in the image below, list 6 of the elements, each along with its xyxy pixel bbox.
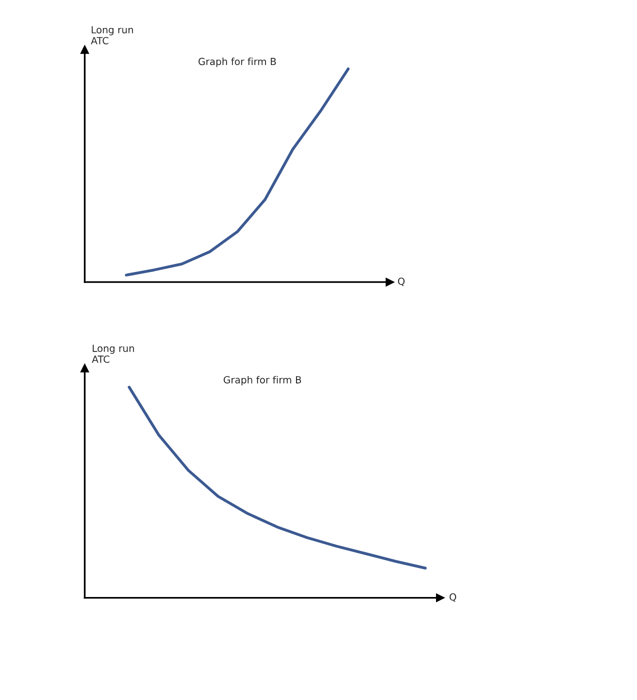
chart-title: Graph for firm B (198, 58, 276, 68)
chart-title: Graph for firm B (224, 376, 302, 386)
x-axis-title: Q (450, 593, 456, 602)
y-axis-title: Long run ATC (92, 344, 134, 363)
y-axis-title: Long run ATC (90, 26, 133, 44)
x-axis-title: Q (398, 278, 405, 286)
